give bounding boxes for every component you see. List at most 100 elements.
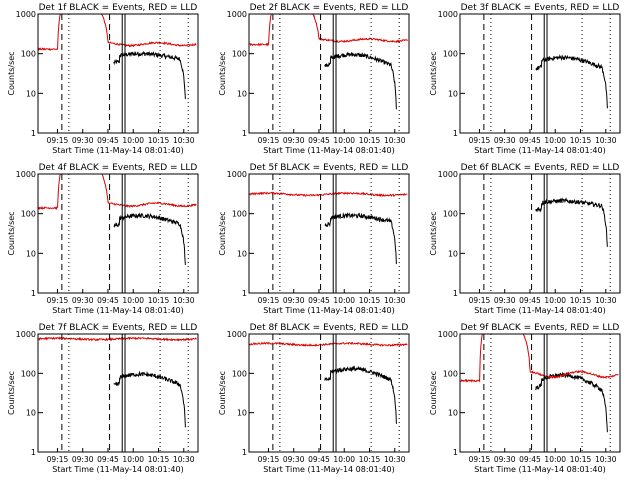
x-tick-label: 09:30 — [494, 136, 516, 145]
x-tick-label: 10:30 — [384, 136, 406, 145]
y-axis-label: Counts/sec — [7, 371, 16, 415]
chart-title: Det 5f BLACK = Events, RED = LLD — [250, 163, 409, 173]
x-tick-label: 10:30 — [384, 296, 406, 305]
chart-panel-3: Det 3f BLACK = Events, RED = LLD 1 10 100 10… — [429, 3, 621, 155]
lld-series — [249, 14, 408, 47]
chart-title: Det 6f BLACK = Events, RED = LLD — [461, 163, 620, 173]
events-series — [324, 212, 397, 265]
plot-frame — [37, 13, 199, 134]
y-axis-label: Counts/sec — [218, 51, 227, 95]
y-tick-label: 100 — [232, 369, 247, 378]
x-tick-label: 09:45 — [519, 136, 541, 145]
x-tick-label: 09:15 — [47, 296, 69, 305]
x-tick-label: 10:15 — [359, 296, 381, 305]
x-tick-label: 09:30 — [283, 296, 305, 305]
x-tick-label: 09:15 — [258, 455, 280, 464]
events-series — [535, 54, 608, 109]
x-tick-label: 10:15 — [359, 136, 381, 145]
x-tick-label: 09:45 — [519, 455, 541, 464]
plot-frame — [37, 333, 199, 453]
plot-frame — [248, 173, 410, 294]
x-tick-label: 10:00 — [544, 296, 566, 305]
chart-panel-1: Det 1f BLACK = Events, RED = LLD 1 10 100 10… — [7, 3, 199, 155]
x-tick-label: 09:15 — [47, 455, 69, 464]
x-axis-label: Start Time (11-May-14 08:01:40) — [474, 306, 605, 315]
x-tick-label: 10:30 — [595, 136, 617, 145]
x-axis-label: Start Time (11-May-14 08:01:40) — [263, 306, 394, 315]
events-series — [324, 365, 397, 424]
x-tick-label: 09:30 — [72, 136, 94, 145]
chart-panel-7: Det 7f BLACK = Events, RED = LLD 1 10 100 10… — [7, 323, 199, 474]
y-tick-label: 1000 — [227, 170, 247, 179]
y-tick-label: 1000 — [16, 330, 36, 339]
x-tick-label: 10:00 — [333, 455, 355, 464]
y-tick-label: 10 — [448, 409, 458, 418]
plot-frame — [248, 333, 410, 453]
x-tick-label: 10:00 — [122, 296, 144, 305]
x-tick-label: 09:30 — [72, 296, 94, 305]
x-tick-label: 09:45 — [519, 296, 541, 305]
events-series — [113, 370, 186, 428]
y-tick-label: 10 — [26, 409, 36, 418]
y-axis-label: Counts/sec — [7, 211, 16, 255]
y-tick-label: 1 — [242, 289, 247, 298]
chart-title: Det 9f BLACK = Events, RED = LLD — [461, 323, 620, 333]
x-axis-label: Start Time (11-May-14 08:01:40) — [263, 146, 394, 155]
x-tick-label: 10:00 — [333, 296, 355, 305]
plot-frame — [459, 13, 621, 134]
x-tick-label: 10:30 — [595, 455, 617, 464]
y-tick-label: 100 — [443, 50, 458, 59]
x-tick-label: 10:15 — [148, 455, 170, 464]
y-tick-label: 100 — [21, 369, 36, 378]
y-tick-label: 1000 — [227, 330, 247, 339]
x-tick-label: 10:15 — [148, 296, 170, 305]
chart-panel-6: Det 6f BLACK = Events, RED = LLD 1 10 100 10… — [429, 163, 621, 315]
y-tick-label: 1000 — [16, 10, 36, 19]
y-axis-label: Counts/sec — [429, 51, 438, 95]
y-tick-label: 1 — [31, 448, 36, 457]
y-tick-label: 1000 — [438, 330, 458, 339]
y-tick-label: 10 — [26, 89, 36, 98]
y-axis-label: Counts/sec — [218, 211, 227, 255]
y-tick-label: 10 — [237, 89, 247, 98]
plot-frame — [459, 173, 621, 294]
x-tick-label: 09:15 — [469, 296, 491, 305]
x-tick-label: 10:00 — [333, 136, 355, 145]
y-tick-label: 1000 — [438, 10, 458, 19]
lld-series — [249, 191, 408, 198]
x-tick-label: 09:45 — [97, 136, 119, 145]
x-tick-label: 09:45 — [308, 136, 330, 145]
x-tick-label: 10:15 — [570, 455, 592, 464]
y-tick-label: 100 — [443, 369, 458, 378]
plot-frame — [37, 173, 199, 294]
lld-series — [460, 334, 619, 383]
x-tick-label: 09:45 — [97, 455, 119, 464]
y-tick-label: 1 — [31, 129, 36, 138]
x-tick-label: 10:30 — [173, 296, 195, 305]
y-axis-label: Counts/sec — [429, 211, 438, 255]
y-tick-label: 1 — [242, 129, 247, 138]
chart-panel-9: Det 9f BLACK = Events, RED = LLD 1 10 100 10… — [429, 323, 621, 474]
x-tick-label: 10:15 — [148, 136, 170, 145]
y-tick-label: 1000 — [227, 10, 247, 19]
x-axis-label: Start Time (11-May-14 08:01:40) — [52, 146, 183, 155]
y-tick-label: 100 — [232, 50, 247, 59]
y-tick-label: 1000 — [16, 170, 36, 179]
x-tick-label: 09:15 — [47, 136, 69, 145]
y-tick-label: 100 — [443, 210, 458, 219]
lld-series — [249, 341, 408, 347]
x-tick-label: 09:45 — [97, 296, 119, 305]
chart-title: Det 8f BLACK = Events, RED = LLD — [250, 323, 409, 333]
lld-series — [38, 174, 197, 211]
y-tick-label: 1 — [453, 289, 458, 298]
x-tick-label: 10:00 — [122, 455, 144, 464]
chart-title: Det 1f BLACK = Events, RED = LLD — [39, 3, 198, 13]
y-tick-label: 10 — [26, 249, 36, 258]
y-tick-label: 100 — [232, 210, 247, 219]
x-tick-label: 10:30 — [173, 136, 195, 145]
x-axis-label: Start Time (11-May-14 08:01:40) — [263, 465, 394, 474]
y-axis-label: Counts/sec — [429, 371, 438, 415]
x-tick-label: 09:30 — [494, 455, 516, 464]
events-series — [113, 50, 186, 100]
